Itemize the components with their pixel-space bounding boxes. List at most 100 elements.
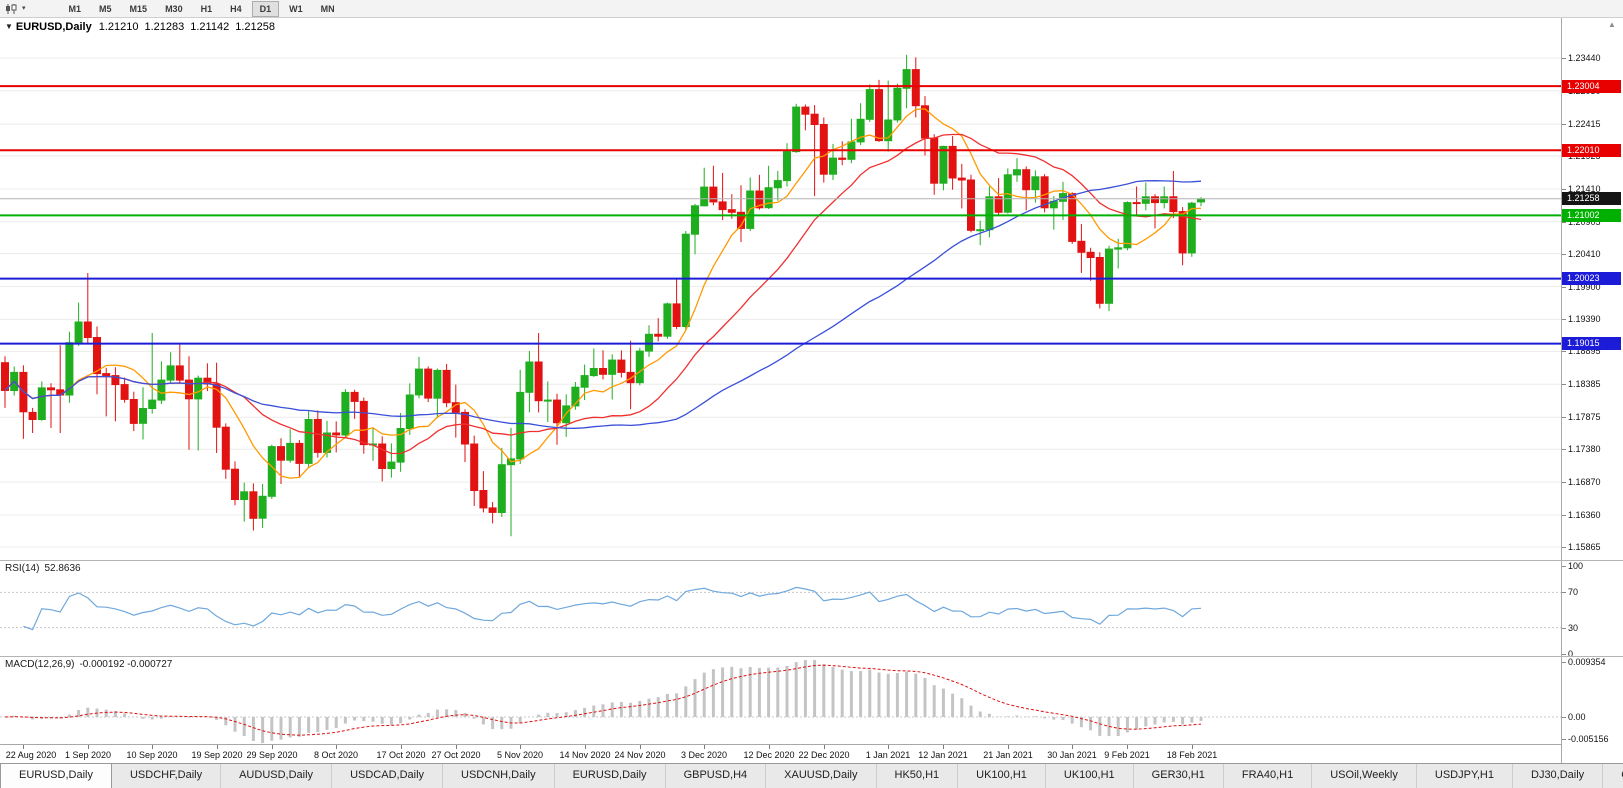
ma-fast-line xyxy=(4,108,1202,479)
candle-body xyxy=(111,375,120,386)
candle-body xyxy=(378,443,387,469)
price-axis-label: 1.19390 xyxy=(1562,314,1601,325)
time-axis-label: 8 Oct 2020 xyxy=(313,750,359,760)
time-axis-label: 27 Oct 2020 xyxy=(431,750,481,760)
candle-body xyxy=(589,368,598,377)
rsi-panel[interactable]: RSI(14) 52.8636 xyxy=(0,561,1561,656)
time-tick xyxy=(769,745,770,749)
price-axis-label: 1.21410 xyxy=(1562,184,1601,195)
timeframe-button-H1[interactable]: H1 xyxy=(193,1,221,17)
time-axis-label: 10 Sep 2020 xyxy=(126,750,178,760)
chart-tab-USOil-Weekly[interactable]: USOil,Weekly xyxy=(1312,764,1417,788)
chart-tab-USDJPY-H1[interactable]: USDJPY,H1 xyxy=(1417,764,1513,788)
candle-body xyxy=(838,157,847,160)
candle-body xyxy=(258,495,267,519)
candle-body xyxy=(902,69,911,89)
chart-tab-AUDUSD-Daily[interactable]: AUDUSD,Daily xyxy=(221,764,333,788)
candle-body xyxy=(277,446,285,461)
candle-body xyxy=(332,432,341,436)
chart-tab-GER30-H1[interactable]: GER30,H1 xyxy=(1134,764,1224,788)
chart-tab-USDCNH-Daily[interactable]: USDCNH,Daily xyxy=(443,764,555,788)
price-axis-label: 1.22415 xyxy=(1562,119,1601,130)
time-axis-label: 21 Jan 2021 xyxy=(983,750,1033,760)
time-tick xyxy=(585,745,586,749)
candle-body xyxy=(718,201,727,211)
chart-tab-HK50-H1[interactable]: HK50,H1 xyxy=(877,764,959,788)
scale-scroll-icon[interactable]: ▲ xyxy=(1608,20,1616,29)
time-axis-label: 1 Jan 2021 xyxy=(865,750,911,760)
time-tick xyxy=(520,745,521,749)
candle-body xyxy=(709,186,718,203)
time-tick xyxy=(336,745,337,749)
candlestick-chart-icon xyxy=(6,3,17,14)
candle-body xyxy=(957,177,966,181)
chart-tab-EURUSD-Daily[interactable]: EURUSD,Daily xyxy=(555,764,666,788)
rsi-axis-label: 100 xyxy=(1562,561,1584,571)
time-scale[interactable]: 22 Aug 2020 1 Sep 2020 10 Sep 2020 19 Sep 2… xyxy=(0,744,1561,763)
main-chart-canvas[interactable] xyxy=(0,18,1561,560)
chart-tab-UK100-H1[interactable]: UK100,H1 xyxy=(1046,764,1134,788)
chart-tab-CHINA300-H1[interactable]: CHINA300,H1 xyxy=(1603,764,1623,788)
price-axis-label: 1.18385 xyxy=(1562,379,1601,390)
chart-tabbar: EURUSD,Daily USDCHF,Daily AUDUSD,Daily USDC… xyxy=(0,763,1623,788)
panel-splitter[interactable] xyxy=(0,560,1623,561)
candle-body xyxy=(497,464,506,514)
candle-body xyxy=(516,391,525,460)
candle-body xyxy=(930,137,939,184)
timeframe-button-M30[interactable]: M30 xyxy=(157,1,191,17)
timeframe-button-W1[interactable]: W1 xyxy=(281,1,311,17)
candle-body xyxy=(1013,169,1021,176)
chart-tab-FRA40-H1[interactable]: FRA40,H1 xyxy=(1224,764,1313,788)
candle-body xyxy=(829,157,837,175)
candle-body xyxy=(47,387,55,391)
panel-splitter[interactable] xyxy=(0,656,1623,657)
chart-symbol-label: EURUSD,Daily xyxy=(15,21,92,33)
candle-body xyxy=(1141,196,1150,204)
rsi-canvas xyxy=(0,586,1561,631)
main-chart-panel[interactable]: ▼ EURUSD,Daily 1.21210 1.21283 1.21142 1.2125… xyxy=(0,18,1561,560)
candle-body xyxy=(948,145,957,179)
macd-label: MACD(12,26,9) -0.000192 -0.000727 xyxy=(5,659,172,670)
timeframe-buttons: M1 M5 M15 M30 H1 H4 D1 W1 MN xyxy=(60,0,344,17)
timeframe-button-MN[interactable]: MN xyxy=(313,1,343,17)
chart-tab-XAUUSD-Daily[interactable]: XAUUSD,Daily xyxy=(766,764,877,788)
dropdown-caret-icon: ▾ xyxy=(22,5,26,12)
candle-body xyxy=(884,119,893,142)
chart-type-button[interactable]: ▾ xyxy=(0,0,34,17)
timeframe-button-H4[interactable]: H4 xyxy=(222,1,250,17)
time-tick xyxy=(88,745,89,749)
chart-tab-GBPUSD-H4[interactable]: GBPUSD,H4 xyxy=(666,764,767,788)
rsi-value: 52.8636 xyxy=(44,563,81,574)
chart-tab-DJ30-Daily[interactable]: DJ30,Daily xyxy=(1513,764,1604,788)
timeframe-button-M15[interactable]: M15 xyxy=(122,1,156,17)
time-tick xyxy=(1008,745,1009,749)
current-price-badge: 1.21258 xyxy=(1562,192,1621,206)
candle-body xyxy=(654,333,663,337)
timeframe-button-M1[interactable]: M1 xyxy=(61,1,90,17)
candle-body xyxy=(350,391,359,402)
candle-body xyxy=(37,387,46,420)
price-axis-label: 1.20410 xyxy=(1562,248,1601,259)
candle-body xyxy=(28,411,37,420)
chart-tab-EURUSD-Daily[interactable]: EURUSD,Daily xyxy=(0,764,112,788)
candle-body xyxy=(773,180,782,189)
candle-body xyxy=(212,383,221,428)
price-scale[interactable]: 1.234401.229301.224151.219251.214101.209… xyxy=(1561,18,1623,763)
candle-body xyxy=(341,391,350,436)
time-axis-label: 22 Aug 2020 xyxy=(5,750,57,760)
time-tick xyxy=(1072,745,1073,749)
candle-body xyxy=(488,507,497,513)
chart-tab-USDCAD-Daily[interactable]: USDCAD,Daily xyxy=(332,764,444,788)
ma-mid-line xyxy=(4,133,1202,455)
candle-body xyxy=(102,373,111,377)
time-axis-label: 9 Feb 2021 xyxy=(1104,750,1150,760)
candle-body xyxy=(856,118,865,143)
macd-panel[interactable]: MACD(12,26,9) -0.000192 -0.000727 xyxy=(0,657,1561,744)
timeframe-button-M5[interactable]: M5 xyxy=(91,1,120,17)
chart-tab-UK100-H1[interactable]: UK100,H1 xyxy=(958,764,1046,788)
one-click-trading-icon[interactable]: ▼ xyxy=(5,22,13,31)
candle-body xyxy=(185,379,193,400)
candle-body xyxy=(313,419,322,453)
chart-tab-USDCHF-Daily[interactable]: USDCHF,Daily xyxy=(112,764,222,788)
timeframe-button-D1[interactable]: D1 xyxy=(251,0,280,17)
